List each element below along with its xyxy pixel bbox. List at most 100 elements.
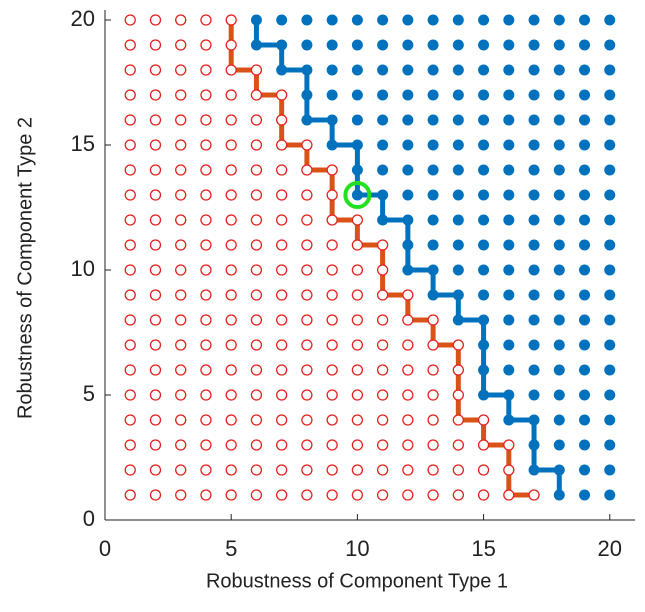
filled-point [579, 339, 591, 351]
filled-point [377, 139, 389, 151]
open-point [225, 314, 237, 326]
open-point [225, 289, 237, 301]
open-point [200, 214, 212, 226]
open-point [326, 464, 338, 476]
filled-point [604, 364, 616, 376]
open-point [326, 314, 338, 326]
filled-point [579, 189, 591, 201]
open-point [149, 214, 162, 226]
filled-point [402, 264, 414, 276]
open-point [200, 114, 212, 126]
open-point [250, 189, 263, 201]
filled-point [579, 464, 591, 476]
filled-point [377, 114, 389, 126]
filled-point [503, 139, 515, 151]
open-point [175, 289, 187, 301]
open-point [250, 239, 263, 251]
open-point [200, 289, 212, 301]
open-point [225, 139, 237, 151]
open-point [427, 489, 439, 501]
open-point [175, 214, 187, 226]
filled-point [301, 114, 313, 126]
open-point [124, 14, 136, 26]
filled-point [427, 214, 439, 226]
open-point [276, 189, 288, 201]
filled-point [528, 314, 540, 326]
open-point [477, 414, 490, 426]
filled-point [579, 14, 591, 26]
open-point [376, 439, 389, 451]
open-point [124, 439, 136, 451]
open-point [250, 114, 263, 126]
filled-point [351, 64, 363, 76]
filled-point [579, 414, 591, 426]
filled-point [528, 264, 540, 276]
filled-point [553, 164, 565, 176]
filled-point [553, 464, 565, 476]
filled-point [326, 39, 338, 51]
filled-point [579, 264, 591, 276]
filled-point [351, 164, 363, 176]
filled-point [503, 164, 515, 176]
filled-point [604, 14, 616, 26]
x-tick-label: 15 [471, 536, 495, 561]
y-tick-label: 20 [71, 6, 95, 31]
filled-point [478, 114, 490, 126]
filled-point [604, 289, 616, 301]
filled-point [326, 114, 338, 126]
open-point [301, 464, 313, 476]
filled-point [452, 139, 464, 151]
open-point [276, 439, 288, 451]
y-tick-label: 0 [83, 506, 95, 531]
open-point [175, 114, 187, 126]
open-point [225, 389, 237, 401]
open-point [200, 239, 212, 251]
filled-point [478, 189, 490, 201]
filled-point [604, 214, 616, 226]
open-point [200, 314, 212, 326]
open-point [175, 414, 187, 426]
filled-point [478, 289, 490, 301]
filled-point [326, 14, 338, 26]
open-point [124, 264, 136, 276]
open-point [149, 14, 162, 26]
x-tick-label: 20 [598, 536, 622, 561]
filled-point [478, 389, 490, 401]
open-point [175, 39, 187, 51]
open-point [427, 439, 439, 451]
filled-point [528, 14, 540, 26]
filled-point [604, 64, 616, 76]
filled-point [579, 364, 591, 376]
filled-point [503, 289, 515, 301]
x-tick-label: 0 [99, 536, 111, 561]
filled-point [452, 189, 464, 201]
filled-point [528, 64, 540, 76]
filled-point [528, 139, 540, 151]
filled-point [604, 314, 616, 326]
open-point [250, 314, 263, 326]
filled-point [579, 239, 591, 251]
open-point [276, 489, 288, 501]
open-point [175, 339, 187, 351]
filled-point [478, 339, 490, 351]
filled-point [427, 14, 439, 26]
open-point [225, 164, 237, 176]
open-point [503, 464, 515, 476]
open-point [301, 239, 313, 251]
open-point [276, 314, 288, 326]
open-point [452, 389, 464, 401]
filled-point [604, 264, 616, 276]
open-point [250, 289, 263, 301]
open-point [124, 239, 136, 251]
filled-point [553, 414, 565, 426]
filled-point [402, 239, 414, 251]
filled-point [553, 489, 565, 501]
open-point [301, 164, 313, 176]
filled-point [402, 164, 414, 176]
filled-point [604, 489, 616, 501]
open-point [225, 189, 237, 201]
open-point [124, 464, 136, 476]
open-point [326, 189, 338, 201]
open-point [200, 489, 212, 501]
